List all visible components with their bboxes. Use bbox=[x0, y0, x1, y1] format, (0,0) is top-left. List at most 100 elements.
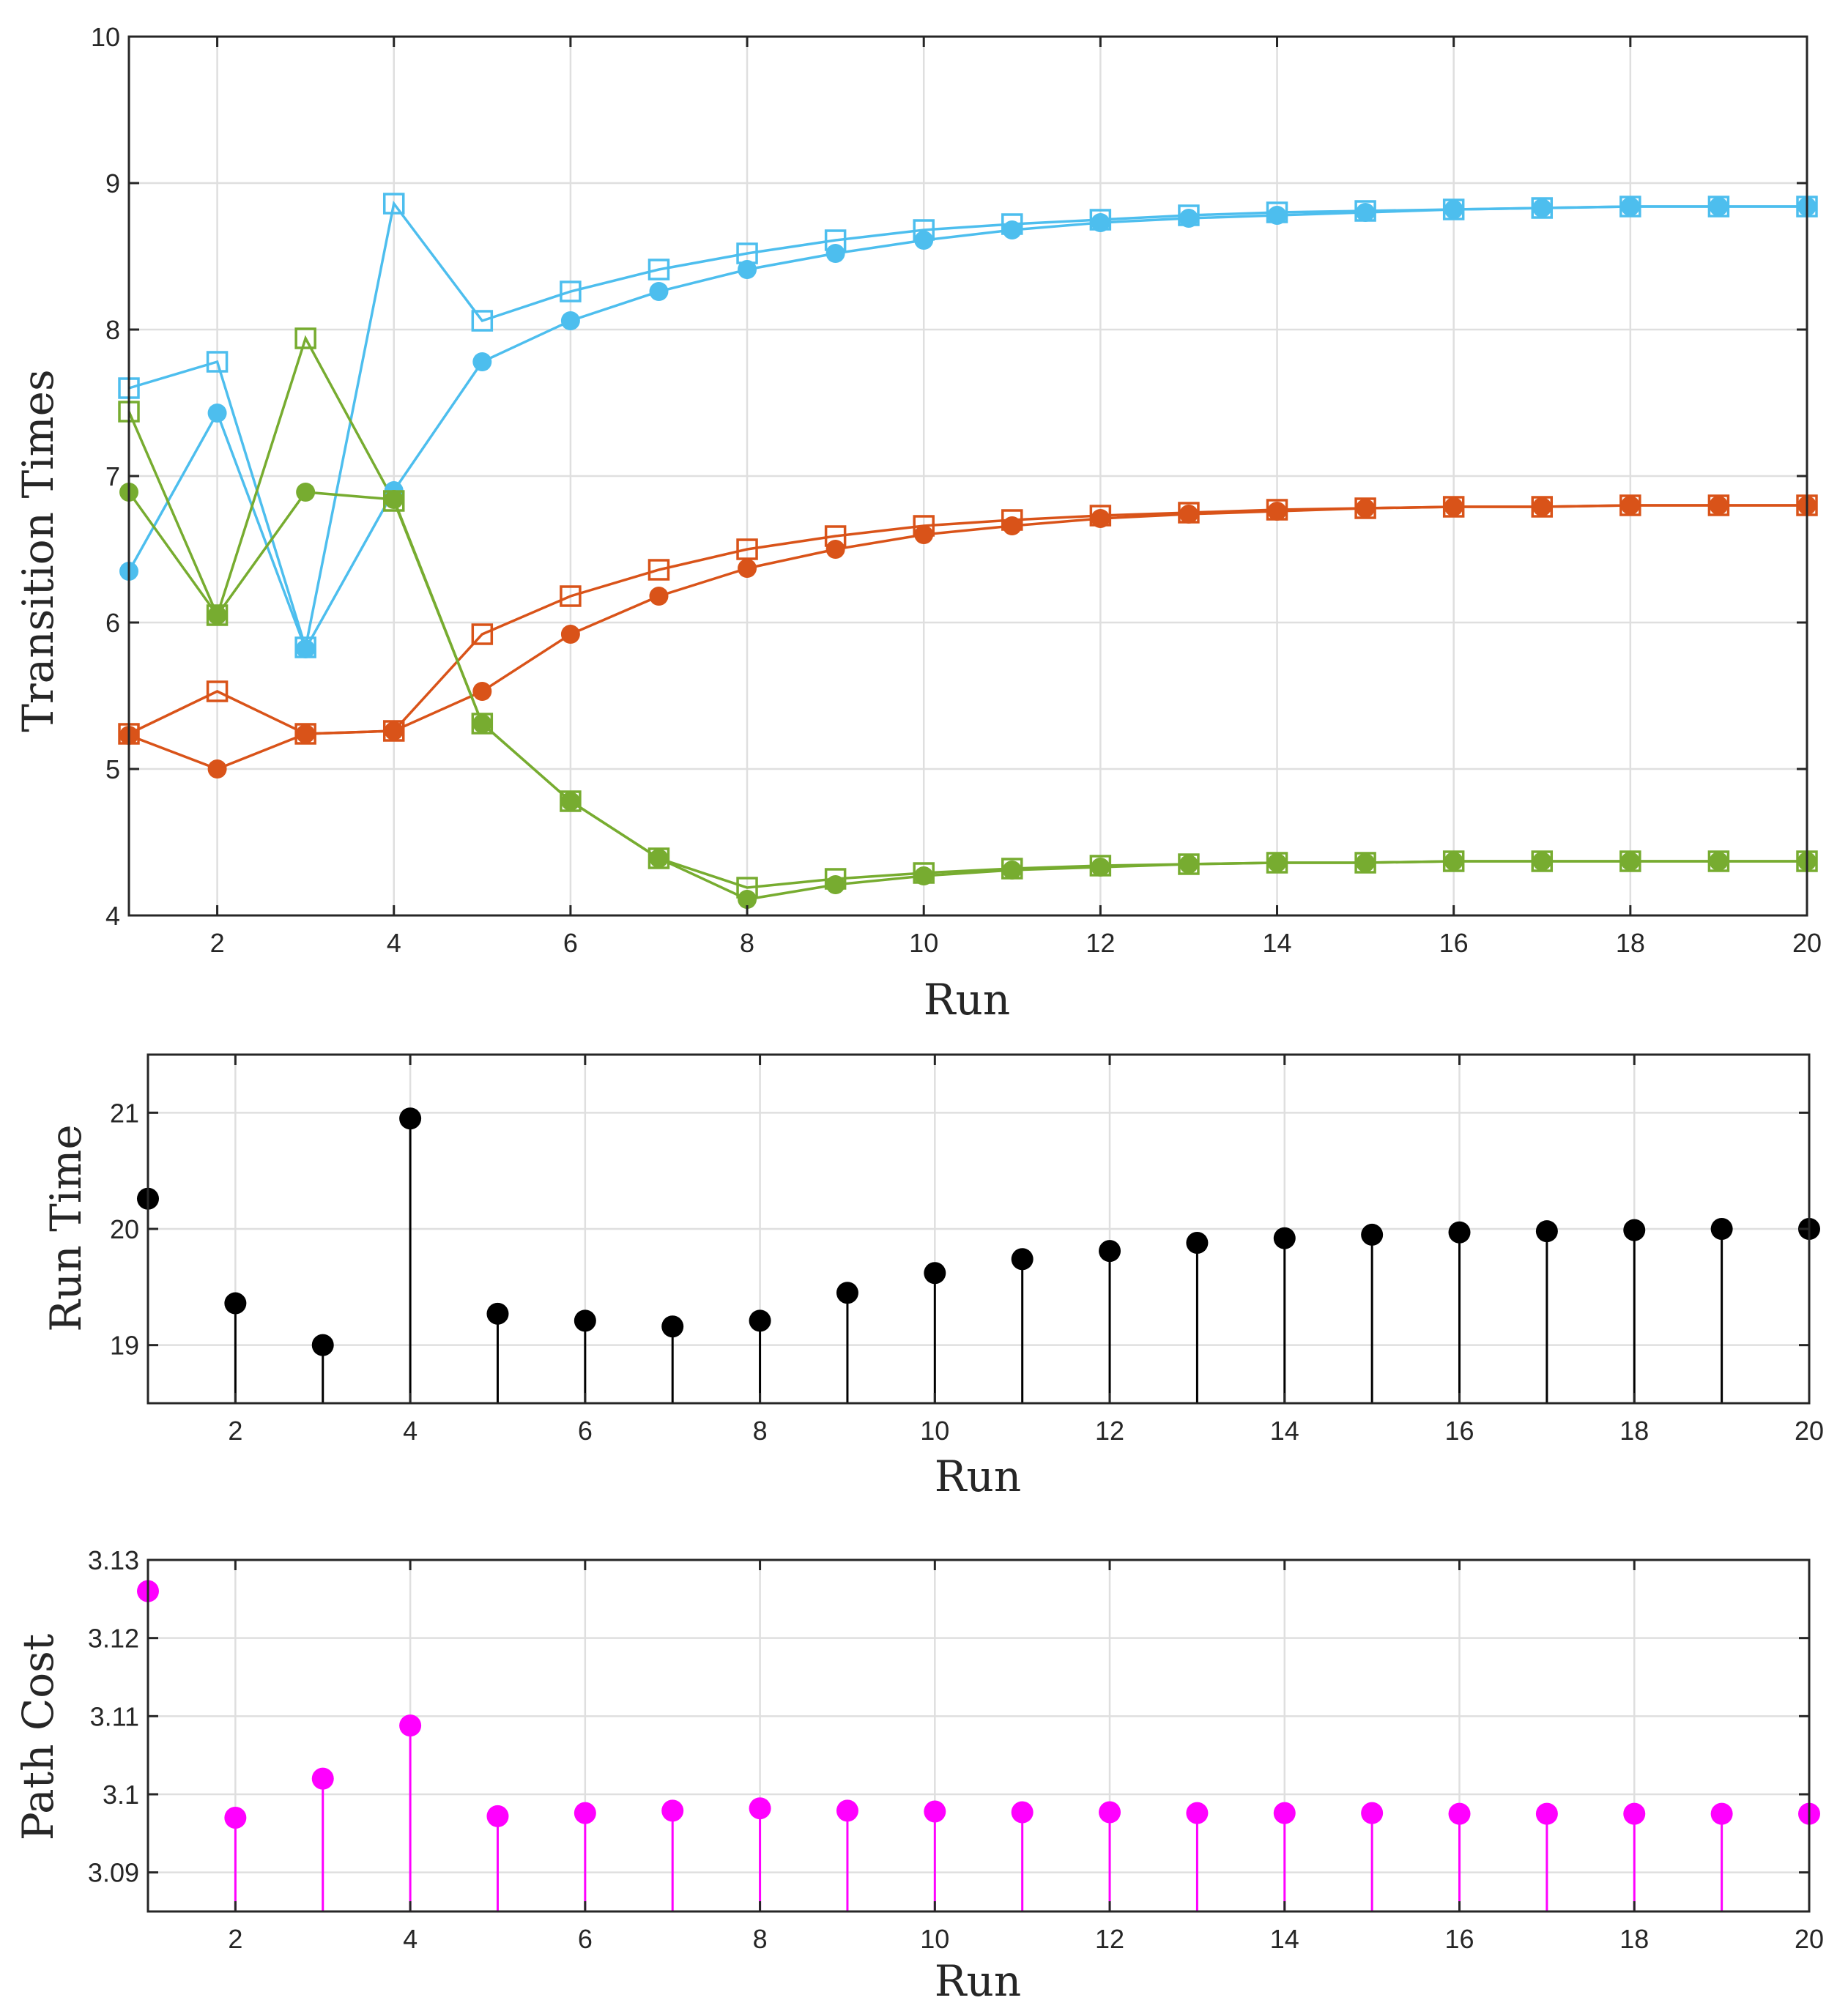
point-green-circle bbox=[914, 866, 934, 885]
x-tick-label: 4 bbox=[403, 1416, 418, 1446]
stem-marker bbox=[749, 1309, 771, 1332]
stem-marker bbox=[1011, 1248, 1034, 1271]
stem-marker bbox=[924, 1800, 946, 1823]
axes-frame bbox=[146, 1558, 1811, 1913]
point-orange-circle bbox=[825, 540, 845, 559]
point-blue-square bbox=[206, 351, 229, 373]
point-green-circle bbox=[1091, 858, 1110, 877]
point-blue-circle bbox=[472, 352, 492, 371]
stem-marker bbox=[1186, 1802, 1209, 1824]
y-axis-label: Run Time bbox=[41, 1124, 91, 1331]
x-tick-label: 2 bbox=[228, 1416, 242, 1446]
path-cost-chart: 2 4 6 8 10 12 14 16 18 203.093.13.113.123.13 Run … bbox=[13, 1545, 1824, 2006]
stem-marker bbox=[1011, 1801, 1034, 1824]
point-blue-circle bbox=[825, 244, 845, 263]
point-green-circle bbox=[1444, 852, 1463, 871]
x-tick-label: 18 bbox=[1619, 1416, 1649, 1446]
stem-marker bbox=[1099, 1240, 1121, 1263]
stem-marker bbox=[574, 1309, 596, 1332]
stem-marker bbox=[311, 1767, 334, 1790]
run-time-chart: 2 4 6 8 10 12 14 16 18 20 19 20 21 Run Run Time bbox=[41, 1053, 1824, 1501]
point-orange-circle bbox=[1091, 509, 1110, 528]
stem-marker bbox=[399, 1107, 422, 1130]
y-tick-label: 6 bbox=[105, 608, 120, 638]
point-blue-circle bbox=[1620, 197, 1640, 216]
point-green-circle bbox=[1532, 852, 1552, 871]
point-green-circle bbox=[825, 875, 845, 894]
point-orange-circle bbox=[1444, 497, 1463, 516]
point-blue-circle bbox=[207, 404, 227, 423]
point-orange-circle bbox=[1356, 499, 1376, 518]
x-tick-label: 8 bbox=[753, 1416, 768, 1446]
point-green-circle bbox=[1709, 852, 1729, 871]
y-axis-label: Path Cost bbox=[13, 1634, 63, 1840]
y-tick-label: 3.13 bbox=[88, 1545, 139, 1575]
transition-times-chart: 2 4 6 8 10 12 14 16 18 20 4 5 6 7 8 9 10 Run Transition … bbox=[13, 22, 1822, 1025]
point-blue-circle bbox=[1267, 206, 1287, 225]
x-tick-label: 12 bbox=[1095, 1416, 1124, 1446]
point-orange-square bbox=[471, 623, 494, 645]
x-tick-label: 8 bbox=[740, 928, 754, 958]
x-axis-label: Run bbox=[924, 975, 1010, 1025]
stem-marker bbox=[1361, 1223, 1384, 1246]
stem-marker bbox=[661, 1315, 684, 1338]
x-tick-label: 6 bbox=[563, 928, 578, 958]
stem-marker bbox=[1710, 1802, 1733, 1825]
series-line-blue-circle bbox=[127, 205, 1807, 653]
x-tick-label: 20 bbox=[1795, 1924, 1824, 1954]
point-green-circle bbox=[1356, 853, 1376, 872]
x-tick-label: 10 bbox=[920, 1924, 949, 1954]
y-tick-label: 7 bbox=[105, 461, 120, 491]
x-tick-label: 18 bbox=[1619, 1924, 1649, 1954]
point-orange-square bbox=[206, 680, 229, 702]
series-line-green-circle bbox=[127, 491, 1807, 901]
stem-marker bbox=[924, 1262, 946, 1285]
point-orange-circle bbox=[1620, 496, 1640, 515]
point-blue-circle bbox=[1532, 198, 1552, 218]
x-tick-label: 4 bbox=[387, 928, 401, 958]
stem-marker bbox=[1623, 1219, 1646, 1241]
point-blue-square bbox=[647, 259, 670, 280]
point-orange-circle bbox=[1532, 497, 1552, 516]
point-green-circle bbox=[1620, 852, 1640, 871]
x-tick-label: 2 bbox=[228, 1924, 242, 1954]
stem-marker bbox=[224, 1292, 247, 1315]
stem-marker bbox=[311, 1334, 334, 1356]
x-axis-label: Run bbox=[935, 1452, 1021, 1501]
point-orange-circle bbox=[384, 721, 404, 740]
point-orange-circle bbox=[560, 625, 580, 644]
stem-marker bbox=[661, 1799, 684, 1822]
x-tick-label: 8 bbox=[753, 1924, 768, 1954]
x-tick-label: 20 bbox=[1792, 928, 1822, 958]
stem-marker bbox=[1186, 1232, 1209, 1255]
y-tick-label: 3.1 bbox=[103, 1780, 139, 1810]
point-orange-circle bbox=[914, 525, 934, 544]
point-orange-circle bbox=[649, 587, 669, 606]
point-orange-circle bbox=[1709, 496, 1729, 515]
x-tick-label: 20 bbox=[1795, 1416, 1824, 1446]
y-tick-label: 4 bbox=[105, 901, 120, 931]
x-tick-label: 18 bbox=[1616, 928, 1645, 958]
point-green-circle bbox=[560, 792, 580, 811]
point-blue-circle bbox=[738, 260, 757, 279]
point-green-circle bbox=[207, 606, 227, 625]
stem-marker bbox=[836, 1799, 858, 1822]
point-orange-circle bbox=[296, 724, 316, 743]
point-blue-circle bbox=[296, 639, 316, 658]
stem-marker bbox=[1623, 1802, 1646, 1825]
point-orange-circle bbox=[1179, 505, 1198, 524]
point-blue-circle bbox=[1002, 220, 1022, 239]
point-green-circle bbox=[1002, 861, 1022, 880]
stem-marker bbox=[574, 1802, 596, 1824]
point-orange-circle bbox=[207, 759, 227, 779]
point-orange-square bbox=[647, 559, 670, 581]
x-tick-label: 6 bbox=[578, 1924, 593, 1954]
stem-marker bbox=[1099, 1801, 1121, 1824]
x-tick-label: 4 bbox=[403, 1924, 418, 1954]
stem-marker bbox=[1535, 1220, 1558, 1243]
point-blue-circle bbox=[1091, 213, 1110, 232]
point-blue-circle bbox=[560, 311, 580, 330]
point-orange-circle bbox=[472, 682, 492, 701]
point-blue-circle bbox=[1444, 200, 1463, 219]
